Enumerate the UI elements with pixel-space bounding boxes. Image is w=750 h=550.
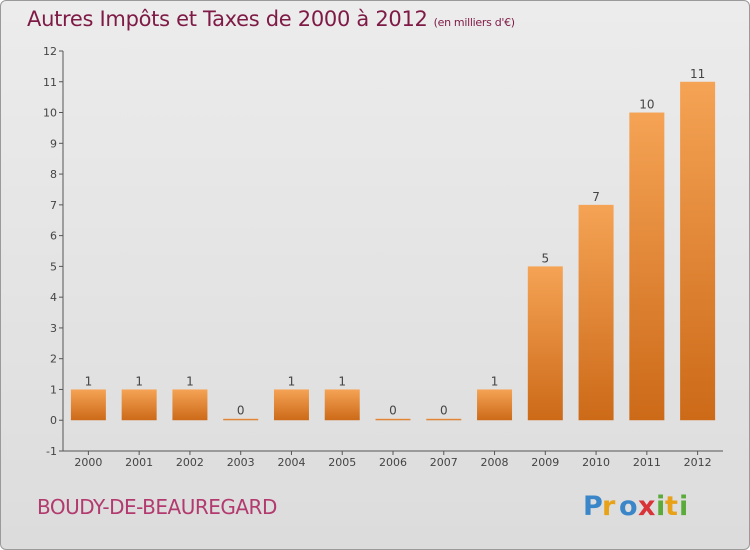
- y-tick-label: -1: [46, 445, 57, 458]
- data-label: 0: [389, 404, 397, 418]
- title-text: Autres Impôts et Taxes de 2000 à 2012: [27, 7, 428, 31]
- bar: [172, 389, 208, 421]
- data-label: 1: [288, 374, 296, 388]
- commune-name: BOUDY-DE-BEAUREGARD: [37, 495, 277, 519]
- logo-letter-o: o: [619, 491, 638, 522]
- bar: [629, 112, 665, 421]
- data-label: 7: [592, 190, 600, 204]
- data-label: 1: [338, 374, 346, 388]
- data-label: 11: [690, 67, 705, 81]
- y-tick-label: 6: [50, 230, 57, 243]
- data-label: 10: [639, 98, 654, 112]
- bar: [375, 418, 411, 421]
- x-tick-label: 2009: [531, 456, 559, 469]
- logo-letter-x: x: [638, 491, 655, 522]
- y-tick-label: 7: [50, 199, 57, 212]
- logo-letter-p: P: [583, 491, 603, 522]
- bar: [527, 266, 563, 421]
- y-tick-label: 4: [50, 291, 57, 304]
- y-tick-label: 2: [50, 353, 57, 366]
- x-tick-label: 2003: [227, 456, 255, 469]
- x-tick-label: 2002: [176, 456, 204, 469]
- bar: [273, 389, 309, 421]
- chart-title: Autres Impôts et Taxes de 2000 à 2012 (en…: [27, 7, 515, 31]
- x-tick-label: 2011: [633, 456, 661, 469]
- logo-letter-t: t: [665, 491, 678, 522]
- y-tick-label: 11: [43, 76, 57, 89]
- bar: [70, 389, 106, 421]
- logo-letter-r: r: [602, 491, 616, 522]
- bar: [121, 389, 157, 421]
- bar: [426, 418, 462, 421]
- y-tick-label: 10: [43, 107, 57, 120]
- x-tick-label: 2010: [582, 456, 610, 469]
- x-tick-label: 2007: [430, 456, 458, 469]
- data-label: 1: [135, 374, 143, 388]
- y-tick-label: 1: [50, 383, 57, 396]
- bar: [680, 81, 716, 421]
- y-tick-label: 0: [50, 414, 57, 427]
- x-tick-label: 2004: [277, 456, 305, 469]
- data-label: 0: [440, 404, 448, 418]
- bar: [477, 389, 513, 421]
- data-label: 0: [237, 404, 245, 418]
- x-tick-label: 2012: [684, 456, 712, 469]
- logo-letter-i2: i: [679, 491, 688, 522]
- y-tick-label: 9: [50, 137, 57, 150]
- y-tick-label: 3: [50, 322, 57, 335]
- bar: [324, 389, 360, 421]
- y-tick-label: 8: [50, 168, 57, 181]
- data-label: 5: [541, 251, 549, 265]
- x-tick-label: 2000: [74, 456, 102, 469]
- x-tick-label: 2006: [379, 456, 407, 469]
- chart-subtitle: (en milliers d'€): [433, 16, 515, 29]
- y-tick-label: 12: [43, 45, 57, 58]
- x-tick-label: 2005: [328, 456, 356, 469]
- data-label: 1: [491, 374, 499, 388]
- y-tick-label: 5: [50, 260, 57, 273]
- x-tick-label: 2008: [481, 456, 509, 469]
- x-tick-label: 2001: [125, 456, 153, 469]
- bar: [223, 418, 259, 421]
- bar: [578, 204, 614, 421]
- proxiti-logo: P r o x i t i: [583, 491, 688, 522]
- data-label: 1: [186, 374, 194, 388]
- logo-letter-i1: i: [656, 491, 665, 522]
- data-label: 1: [85, 374, 93, 388]
